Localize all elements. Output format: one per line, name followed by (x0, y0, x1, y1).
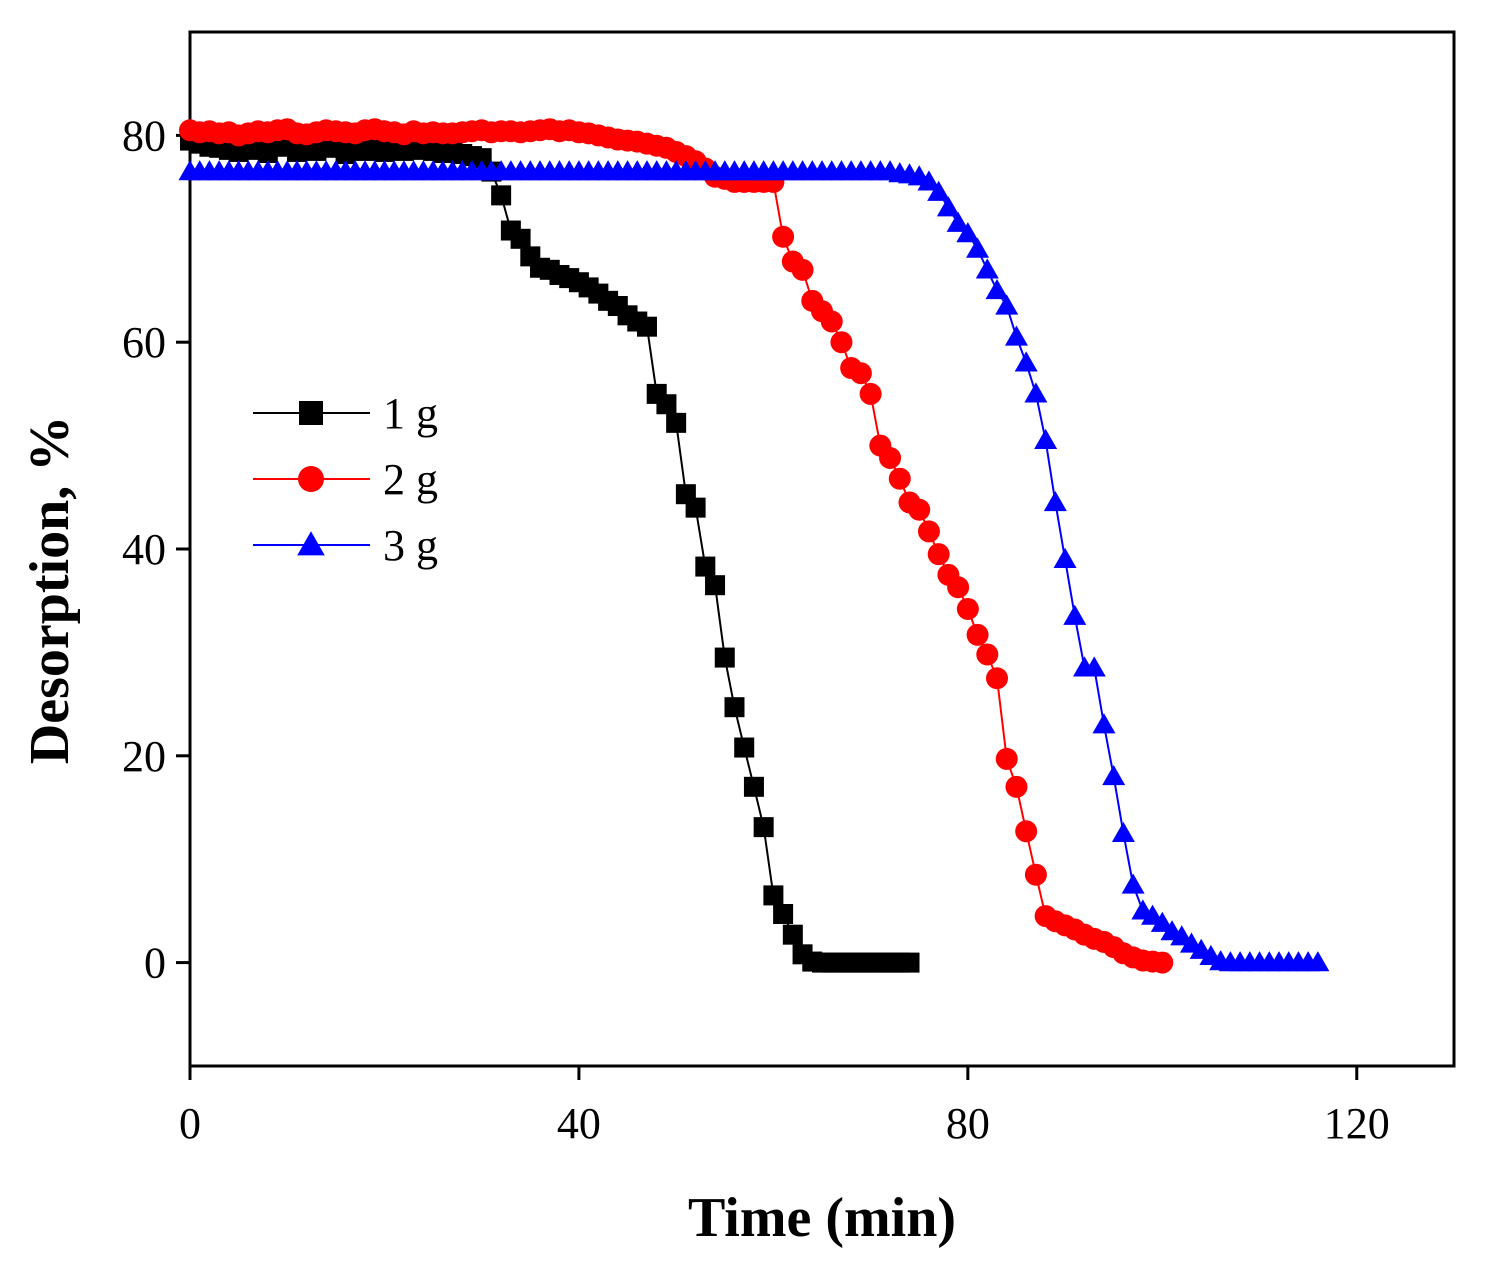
data-point (1053, 547, 1077, 568)
legend-entry: 1 g (253, 389, 438, 438)
legend-marker (298, 466, 324, 492)
data-point (1111, 821, 1135, 842)
data-point (695, 556, 716, 577)
data-point (888, 467, 911, 490)
data-point (859, 382, 882, 405)
data-point (1014, 351, 1038, 372)
data-point (966, 623, 989, 646)
data-point (956, 597, 979, 620)
data-point (724, 697, 745, 718)
data-point (782, 924, 803, 945)
x-axis-title: Time (min) (688, 1187, 956, 1249)
x-tick-label: 80 (946, 1099, 990, 1148)
data-point (734, 737, 755, 758)
data-point (773, 904, 794, 925)
data-point (763, 885, 784, 906)
data-point (743, 776, 764, 797)
data-point (1004, 325, 1028, 346)
data-point (975, 258, 999, 279)
legend-entry: 2 g (253, 455, 438, 504)
data-point (1306, 951, 1330, 972)
data-point (1092, 713, 1116, 734)
data-point (753, 817, 774, 838)
series-line (190, 170, 1318, 964)
data-point (976, 643, 999, 666)
data-point (908, 498, 931, 521)
axes: 0 40 80 120 0 20 40 60 80 (122, 111, 1390, 1148)
legend-marker (299, 401, 323, 425)
data-point (917, 170, 941, 191)
data-point (947, 576, 970, 599)
data-point (985, 279, 1009, 300)
y-tick-label: 0 (144, 939, 166, 988)
data-point (986, 667, 1009, 690)
data-point (1024, 382, 1048, 403)
data-point (849, 362, 872, 385)
data-point (1015, 820, 1038, 843)
data-point (1121, 873, 1145, 894)
x-tick-label: 0 (179, 1099, 201, 1148)
legend-label: 3 g (383, 521, 438, 570)
data-point (899, 952, 920, 973)
data-point (820, 310, 843, 333)
legend-label: 2 g (383, 455, 438, 504)
legend-label: 1 g (383, 389, 438, 438)
legend-marker (297, 531, 325, 556)
data-point (666, 412, 687, 433)
data-point (995, 294, 1019, 315)
data-point (1151, 951, 1174, 974)
y-tick-label: 20 (122, 732, 166, 781)
data-point (772, 225, 795, 248)
data-point (1082, 656, 1106, 677)
data-point (656, 394, 677, 415)
y-tick-label: 80 (122, 111, 166, 160)
x-tick-label: 120 (1324, 1099, 1390, 1148)
y-tick-label: 60 (122, 318, 166, 367)
y-axis-title: Desorption, % (19, 416, 81, 764)
data-point (966, 237, 990, 258)
data-point (1063, 604, 1087, 625)
data-point (1150, 911, 1174, 932)
legend-entry: 3 g (253, 521, 438, 570)
y-tick-label: 40 (122, 525, 166, 574)
data-point (510, 228, 531, 249)
data-point (685, 497, 706, 518)
plot-frame (188, 30, 1456, 1068)
data-point (946, 211, 970, 232)
data-point (1043, 490, 1067, 512)
data-point (927, 180, 951, 201)
data-point (705, 575, 726, 596)
series-3g (178, 160, 1330, 972)
data-point (1102, 764, 1126, 786)
data-point (791, 258, 814, 281)
data-point (917, 520, 940, 543)
data-point (636, 316, 657, 337)
data-point (1024, 863, 1047, 886)
data-point (1034, 428, 1058, 450)
data-point (879, 447, 902, 470)
series-layer (178, 118, 1330, 974)
legend: 1 g 2 g 3 g (253, 389, 438, 570)
data-point (936, 196, 960, 217)
data-point (995, 747, 1018, 770)
data-point (956, 222, 980, 243)
data-point (491, 185, 512, 206)
data-point (714, 647, 735, 668)
x-tick-label: 40 (557, 1099, 601, 1148)
data-point (927, 543, 950, 566)
data-point (1005, 775, 1028, 798)
series-1g (180, 130, 920, 973)
data-point (830, 331, 853, 354)
